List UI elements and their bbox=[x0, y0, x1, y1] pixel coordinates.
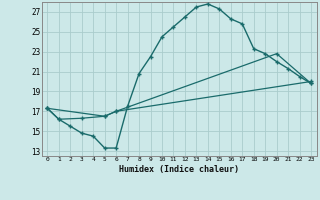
X-axis label: Humidex (Indice chaleur): Humidex (Indice chaleur) bbox=[119, 165, 239, 174]
